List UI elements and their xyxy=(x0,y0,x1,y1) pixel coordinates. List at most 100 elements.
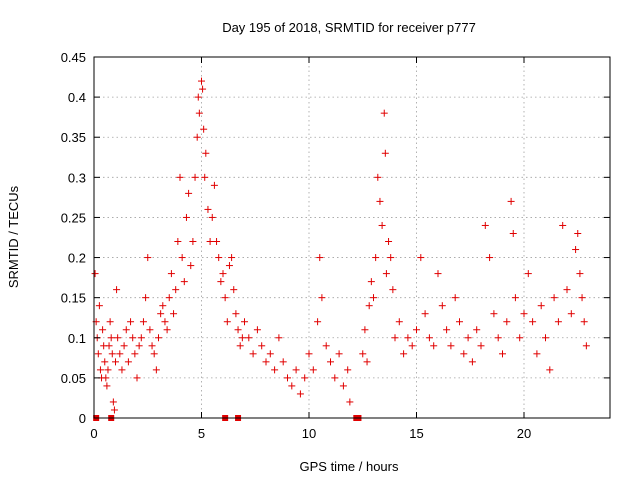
data-point xyxy=(135,342,143,350)
data-point xyxy=(101,358,109,366)
data-point xyxy=(116,350,124,358)
data-point xyxy=(253,326,261,334)
data-point xyxy=(408,342,416,350)
data-point xyxy=(201,173,209,181)
data-point xyxy=(389,286,397,294)
data-point xyxy=(199,85,207,93)
data-point xyxy=(99,326,107,334)
data-point xyxy=(191,173,199,181)
data-point xyxy=(582,342,590,350)
data-point xyxy=(490,310,498,318)
data-point xyxy=(477,342,485,350)
data-point xyxy=(292,366,300,374)
data-point xyxy=(91,270,99,278)
data-point xyxy=(150,350,158,358)
data-point xyxy=(206,238,214,246)
data-point xyxy=(148,342,156,350)
data-point xyxy=(376,197,384,205)
data-point xyxy=(460,350,468,358)
data-point xyxy=(516,334,524,342)
data-point xyxy=(567,310,575,318)
data-point xyxy=(511,294,519,302)
data-point xyxy=(155,334,162,342)
data-point xyxy=(279,358,287,366)
data-point xyxy=(106,318,114,326)
data-point xyxy=(301,374,309,382)
data-point xyxy=(331,374,339,382)
data-point xyxy=(131,350,139,358)
data-point xyxy=(374,173,382,181)
data-point xyxy=(120,342,128,350)
data-point xyxy=(288,382,296,390)
data-point xyxy=(133,374,141,382)
data-point xyxy=(118,366,126,374)
data-point xyxy=(107,334,115,342)
grid-lines xyxy=(94,57,610,418)
data-point xyxy=(381,149,389,157)
data-point xyxy=(198,77,205,85)
y-tick-label: 0.25 xyxy=(61,210,86,225)
data-point xyxy=(481,221,489,229)
data-point xyxy=(550,294,558,302)
data-point xyxy=(144,254,152,262)
data-point xyxy=(529,318,537,326)
data-point xyxy=(309,366,317,374)
y-tick-label: 0.15 xyxy=(61,291,86,306)
data-point xyxy=(103,382,111,390)
data-point xyxy=(113,286,121,294)
data-point xyxy=(262,358,270,366)
data-point xyxy=(266,350,274,358)
data-point xyxy=(380,109,388,117)
data-point xyxy=(122,326,130,334)
data-point xyxy=(110,406,118,414)
y-tick-label: 0.3 xyxy=(68,170,86,185)
data-point xyxy=(275,334,283,342)
data-point xyxy=(96,366,104,374)
x-axis-label: GPS time / hours xyxy=(300,459,399,474)
data-point xyxy=(533,350,541,358)
data-point xyxy=(563,286,571,294)
data-point xyxy=(202,149,210,157)
axes: 0 0.05 0.1 0.15 0.2 0.25 0.3 0.35 0.4 0.45 0 5 10 15 2… xyxy=(61,50,611,441)
data-point xyxy=(225,262,233,270)
data-point xyxy=(200,125,208,133)
data-point xyxy=(421,310,429,318)
chart-title: Day 195 of 2018, SRMTID for receiver p77… xyxy=(222,20,476,35)
data-point xyxy=(361,326,369,334)
data-point xyxy=(174,238,182,246)
data-point xyxy=(241,318,248,326)
y-tick-label: 0 xyxy=(79,411,86,426)
data-point xyxy=(387,254,395,262)
data-point xyxy=(473,326,481,334)
y-tick-label: 0.4 xyxy=(68,90,86,105)
x-tick-label: 20 xyxy=(517,426,531,441)
data-point xyxy=(572,246,580,254)
data-point xyxy=(167,270,175,278)
data-point xyxy=(189,238,197,246)
data-point xyxy=(108,350,116,358)
data-point xyxy=(142,294,150,302)
data-point xyxy=(221,294,229,302)
data-point xyxy=(94,350,102,358)
data-point xyxy=(228,254,236,262)
data-point xyxy=(335,350,343,358)
data-points xyxy=(91,77,590,421)
data-point xyxy=(509,229,517,237)
data-point xyxy=(170,310,178,318)
data-point xyxy=(425,334,433,342)
data-point xyxy=(95,302,103,310)
data-point xyxy=(314,318,322,326)
data-point xyxy=(305,350,313,358)
data-point xyxy=(503,318,511,326)
data-point xyxy=(580,318,588,326)
data-point xyxy=(172,286,180,294)
data-point xyxy=(367,278,375,286)
data-point xyxy=(395,318,403,326)
data-point xyxy=(234,326,242,334)
data-point xyxy=(413,326,420,334)
data-point xyxy=(520,310,528,318)
data-point xyxy=(404,334,412,342)
data-point xyxy=(163,326,171,334)
